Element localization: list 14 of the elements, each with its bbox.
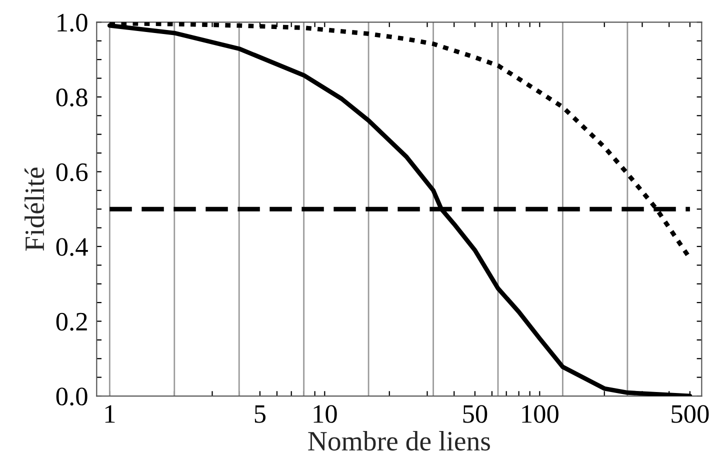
y-tick-label: 1.0 bbox=[58, 14, 88, 32]
x-tick-label: 100 bbox=[522, 405, 558, 423]
y-axis-title: Fidélité bbox=[24, 168, 44, 251]
y-tick-label: 0.0 bbox=[56, 388, 88, 406]
x-tick-label: 500 bbox=[672, 405, 709, 423]
x-axis-title: Nombre de liens bbox=[308, 431, 490, 451]
y-tick-label: 0.8 bbox=[56, 88, 88, 106]
x-tick-label: 1 bbox=[105, 405, 115, 423]
x-tick-label: 5 bbox=[254, 405, 266, 423]
y-tick-label: 0.4 bbox=[56, 238, 88, 256]
y-tick-label: 0.2 bbox=[56, 312, 87, 331]
y-tick-label: 0.6 bbox=[56, 163, 88, 182]
x-tick-label: 50 bbox=[463, 405, 488, 423]
x-tick-label: 10 bbox=[314, 405, 337, 423]
